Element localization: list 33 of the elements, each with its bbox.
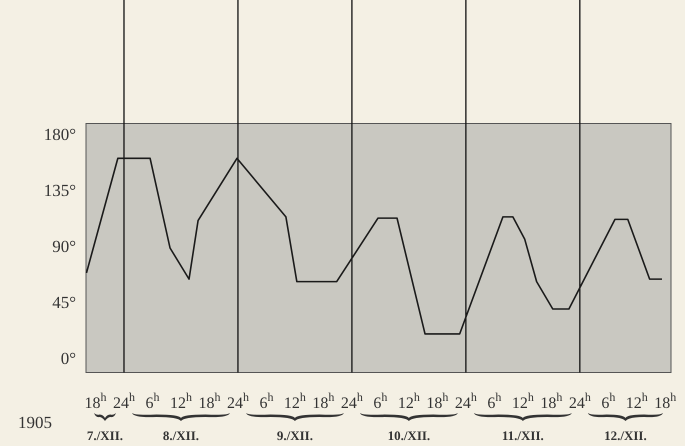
x-tick-label: 6$^{h}$ — [373, 390, 388, 412]
y-tick-label: 45° — [52, 292, 76, 312]
y-tick-label: 135° — [44, 180, 76, 200]
x-tick-label: 12$^{h}$ — [170, 390, 192, 412]
x-tick-label: 18$^{h}$ — [312, 390, 334, 412]
x-tick-label: 12$^{h}$ — [284, 390, 306, 412]
x-tick-label: 6$^{h}$ — [487, 390, 502, 412]
x-tick-label: 12$^{h}$ — [626, 390, 648, 412]
text: 12./XII. — [604, 428, 647, 443]
text: 10./XII. — [388, 428, 430, 443]
text: 11./XII. — [502, 428, 544, 443]
x-tick-label: 18$^{h}$ — [426, 390, 448, 412]
text: 9./XII. — [276, 428, 313, 443]
y-tick-label: 180° — [44, 124, 76, 144]
x-tick-label: 12$^{h}$ — [512, 390, 534, 412]
text: 7./XII. — [86, 428, 124, 443]
x-tick-label: 6$^{h}$ — [601, 390, 616, 412]
y-tick-label: 0° — [60, 348, 76, 368]
x-tick-label: 24$^{h}$ — [226, 390, 249, 412]
x-tick-label: 24$^{h}$ — [568, 390, 591, 412]
x-tick-label: 6$^{h}$ — [145, 390, 160, 412]
x-tick-label: 24$^{h}$ — [112, 390, 135, 412]
x-tick-label: 18$^{h}$ — [198, 390, 220, 412]
y-tick-label: 90° — [52, 236, 76, 256]
x-tick-label: 18$^{h}$ — [540, 390, 562, 412]
x-tick-label: 18$^{h}$ — [84, 390, 106, 412]
text: 8./XII. — [162, 428, 200, 443]
x-tick-label: 24$^{h}$ — [454, 390, 477, 412]
x-tick-label: 18$^{h}$ — [654, 390, 676, 412]
text: 1905 — [18, 413, 52, 432]
x-tick-label: 12$^{h}$ — [398, 390, 420, 412]
x-tick-label: 6$^{h}$ — [259, 390, 274, 412]
x-tick-label: 24$^{h}$ — [340, 390, 363, 412]
